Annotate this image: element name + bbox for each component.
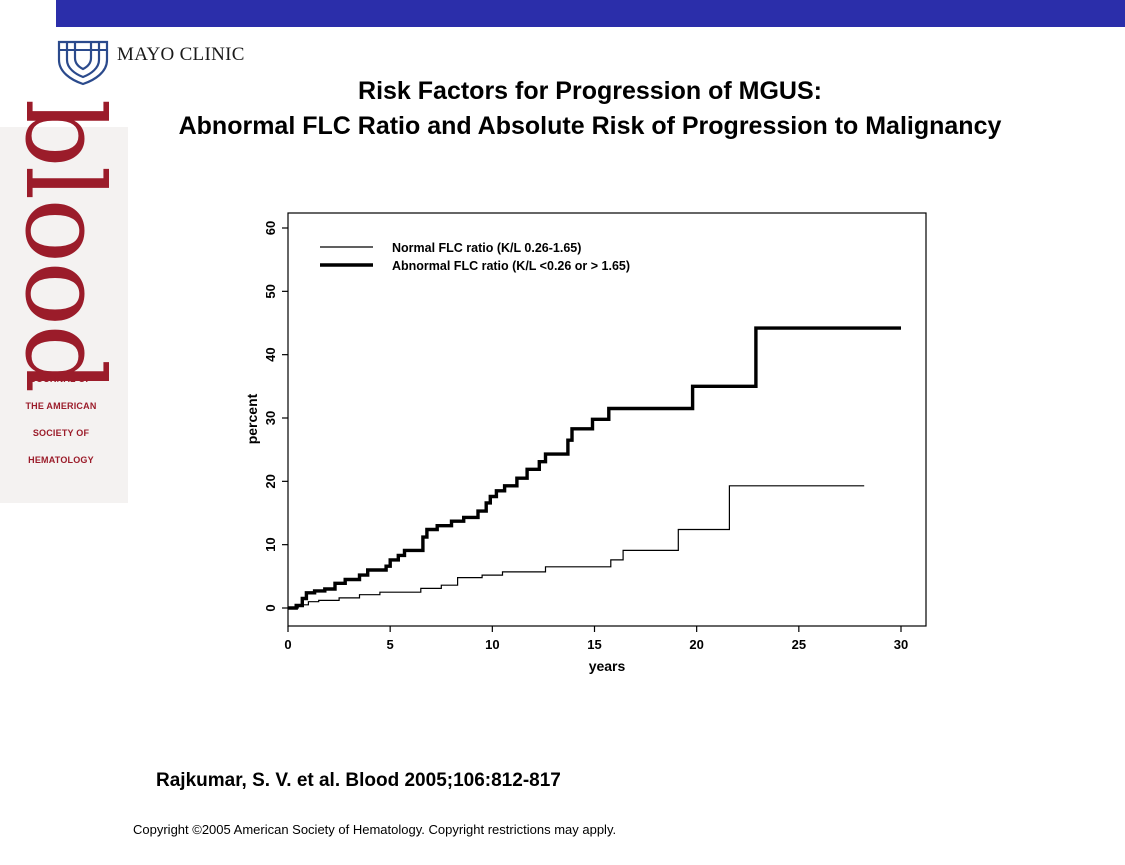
slide-title: Risk Factors for Progression of MGUS: Ab…	[0, 74, 1125, 144]
y-axis-label: percent	[244, 393, 260, 444]
y-tick-label: 50	[263, 284, 278, 298]
series-normal-flc-line	[288, 485, 865, 609]
title-line-1: Risk Factors for Progression of MGUS:	[358, 77, 822, 105]
top-banner-bar	[56, 0, 1125, 27]
x-tick-label: 10	[485, 637, 499, 652]
x-tick-label: 15	[587, 637, 601, 652]
y-tick-label: 20	[263, 474, 278, 488]
journal-line: THE AMERICAN	[25, 401, 97, 411]
mayo-clinic-logo: MAYO CLINIC	[55, 38, 245, 86]
y-tick-label: 10	[263, 537, 278, 551]
blood-journal-panel	[0, 127, 128, 503]
series-abnormal-flc-line	[288, 326, 901, 610]
x-axis-label: years	[589, 658, 626, 674]
blood-journal-logo: blood	[1, 98, 126, 392]
legend-abnormal-label: Abnormal FLC ratio (K/L <0.26 or > 1.65)	[392, 259, 630, 273]
journal-line: JOURNAL OF	[30, 374, 92, 384]
x-tick-label: 30	[894, 637, 908, 652]
x-tick-label: 20	[689, 637, 703, 652]
title-line-2: Abnormal FLC Ratio and Absolute Risk of …	[178, 112, 1002, 140]
y-tick-label: 30	[263, 411, 278, 425]
legend-normal-label: Normal FLC ratio (K/L 0.26-1.65)	[392, 241, 581, 255]
plot-frame	[287, 212, 927, 627]
progression-chart: Normal FLC ratio (K/L 0.26-1.65) Abnorma…	[244, 212, 927, 674]
journal-line: SOCIETY OF	[32, 428, 90, 438]
y-tick-label: 60	[263, 221, 278, 235]
y-tick-label: 40	[263, 347, 278, 361]
mayo-clinic-name: MAYO CLINIC	[117, 44, 245, 65]
x-tick-label: 0	[284, 637, 291, 652]
y-tick-label: 0	[263, 604, 278, 611]
journal-line: HEMATOLOGY	[28, 455, 94, 465]
mayo-shield-icon	[57, 40, 109, 86]
copyright-notice: Copyright ©2005 American Society of Hema…	[133, 822, 617, 837]
journal-subtitle: JOURNAL OF THE AMERICAN SOCIETY OF HEMAT…	[0, 372, 122, 480]
x-tick-label: 5	[387, 637, 394, 652]
citation: Rajkumar, S. V. et al. Blood 2005;106:81…	[156, 770, 561, 791]
x-tick-label: 25	[792, 637, 806, 652]
